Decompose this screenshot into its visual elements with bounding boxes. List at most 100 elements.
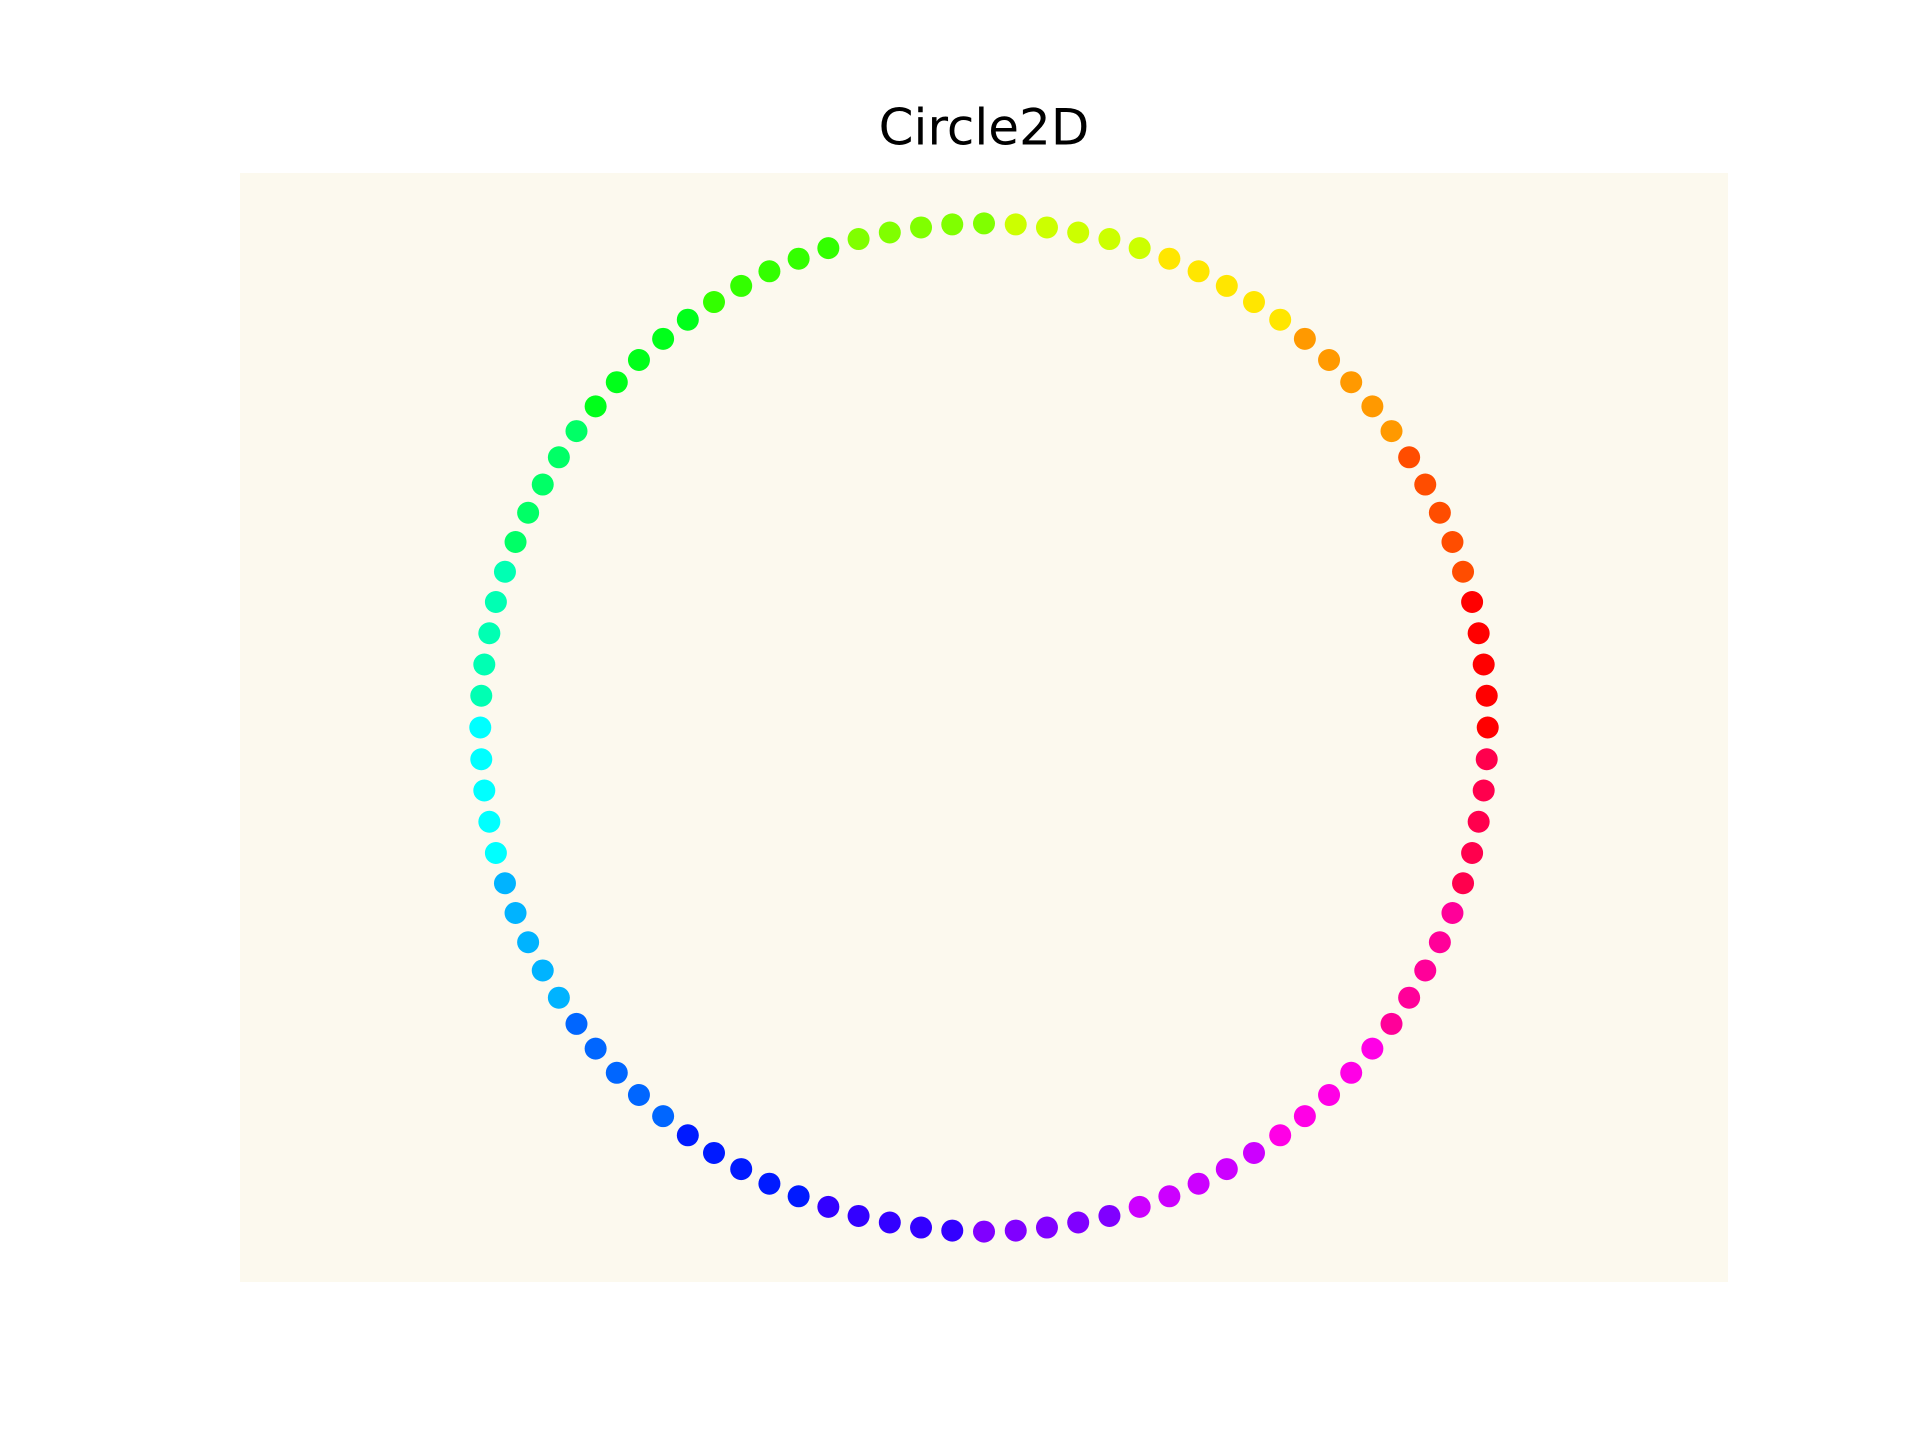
scatter-point bbox=[1215, 1158, 1238, 1181]
scatter-point bbox=[517, 501, 540, 524]
scatter-point bbox=[547, 986, 570, 1009]
scatter-point bbox=[478, 810, 501, 833]
scatter-point bbox=[517, 931, 540, 954]
scatter-point bbox=[941, 213, 964, 236]
scatter-point bbox=[1293, 327, 1316, 350]
scatter-point bbox=[478, 622, 501, 645]
scatter-point bbox=[703, 1141, 726, 1164]
chart-title: Circle2D bbox=[879, 99, 1090, 157]
scatter-point bbox=[473, 779, 496, 802]
scatter-point bbox=[878, 221, 901, 244]
scatter-point bbox=[1467, 810, 1490, 833]
scatter-point bbox=[676, 308, 699, 331]
scatter-point bbox=[1428, 931, 1451, 954]
scatter-point bbox=[1242, 291, 1265, 314]
scatter-point bbox=[1398, 446, 1421, 469]
scatter-point bbox=[1158, 247, 1181, 270]
scatter-point bbox=[730, 1158, 753, 1181]
scatter-point bbox=[1269, 308, 1292, 331]
scatter-point bbox=[1035, 1216, 1058, 1239]
scatter-point bbox=[605, 371, 628, 394]
scatter-point bbox=[1187, 260, 1210, 283]
scatter-point bbox=[493, 560, 516, 583]
scatter-point bbox=[469, 716, 492, 739]
scatter-point bbox=[1004, 213, 1027, 236]
scatter-point bbox=[817, 1195, 840, 1218]
scatter-point bbox=[484, 590, 507, 613]
axes-background bbox=[240, 173, 1728, 1282]
scatter-point bbox=[847, 1204, 870, 1227]
scatter-point bbox=[1414, 473, 1437, 496]
scatter-point bbox=[584, 395, 607, 418]
scatter-point bbox=[547, 446, 570, 469]
scatter-point bbox=[1475, 748, 1498, 771]
scatter-point bbox=[787, 1185, 810, 1208]
scatter-point bbox=[504, 902, 527, 925]
scatter-point bbox=[1098, 228, 1121, 251]
scatter-point bbox=[531, 959, 554, 982]
scatter-point bbox=[584, 1037, 607, 1060]
scatter-point bbox=[1441, 902, 1464, 925]
scatter-point bbox=[1269, 1124, 1292, 1147]
scatter-point bbox=[1215, 274, 1238, 297]
scatter-point bbox=[847, 228, 870, 251]
scatter-point bbox=[878, 1211, 901, 1234]
scatter-point bbox=[1340, 1061, 1363, 1084]
scatter-point bbox=[941, 1219, 964, 1242]
scatter-point bbox=[973, 212, 995, 235]
scatter-point bbox=[1452, 872, 1475, 895]
scatter-point bbox=[1472, 653, 1495, 676]
scatter-point bbox=[1318, 1083, 1341, 1106]
scatter-point bbox=[484, 842, 507, 865]
scatter-point bbox=[1380, 420, 1403, 443]
scatter-point bbox=[605, 1061, 628, 1084]
scatter-point bbox=[1476, 716, 1499, 739]
scatter-point bbox=[1128, 1195, 1151, 1218]
scatter-point bbox=[1318, 349, 1341, 372]
scatter-point bbox=[1004, 1219, 1027, 1242]
scatter-point bbox=[1398, 986, 1421, 1009]
scatter-point bbox=[1293, 1105, 1316, 1128]
scatter-point bbox=[1361, 395, 1384, 418]
scatter-point bbox=[1067, 1211, 1090, 1234]
scatter-point bbox=[1414, 959, 1437, 982]
scatter-point bbox=[817, 237, 840, 260]
scatter-point bbox=[1461, 590, 1484, 613]
scatter-point bbox=[1380, 1012, 1403, 1035]
scatter-point bbox=[1128, 237, 1151, 260]
scatter-point bbox=[973, 1220, 995, 1243]
scatter-point bbox=[1098, 1204, 1121, 1227]
scatter-point bbox=[1472, 779, 1495, 802]
scatter-point bbox=[758, 1172, 781, 1195]
scatter-point bbox=[910, 1216, 933, 1239]
scatter-point bbox=[1187, 1172, 1210, 1195]
scatter-point bbox=[1340, 371, 1363, 394]
scatter-point bbox=[676, 1124, 699, 1147]
scatter-point bbox=[1067, 221, 1090, 244]
scatter-point bbox=[531, 473, 554, 496]
scatter-point bbox=[730, 274, 753, 297]
scatter-point bbox=[1242, 1141, 1265, 1164]
scatter-point bbox=[787, 247, 810, 270]
scatter-point bbox=[1467, 622, 1490, 645]
scatter-point bbox=[565, 1012, 588, 1035]
scatter-point bbox=[473, 653, 496, 676]
scatter-point bbox=[470, 748, 493, 771]
scatter-point bbox=[1441, 530, 1464, 553]
scatter-point bbox=[1361, 1037, 1384, 1060]
scatter-point bbox=[652, 1105, 675, 1128]
scatter-point bbox=[470, 684, 493, 707]
scatter-point bbox=[703, 291, 726, 314]
scatter-point bbox=[493, 872, 516, 895]
scatter-point bbox=[1428, 501, 1451, 524]
scatter-point bbox=[1035, 216, 1058, 239]
scatter-point bbox=[504, 530, 527, 553]
scatter-point bbox=[565, 420, 588, 443]
scatter-point bbox=[1461, 842, 1484, 865]
scatter-point bbox=[758, 260, 781, 283]
scatter-point bbox=[627, 349, 650, 372]
scatter-point bbox=[1158, 1185, 1181, 1208]
scatter-point bbox=[652, 327, 675, 350]
